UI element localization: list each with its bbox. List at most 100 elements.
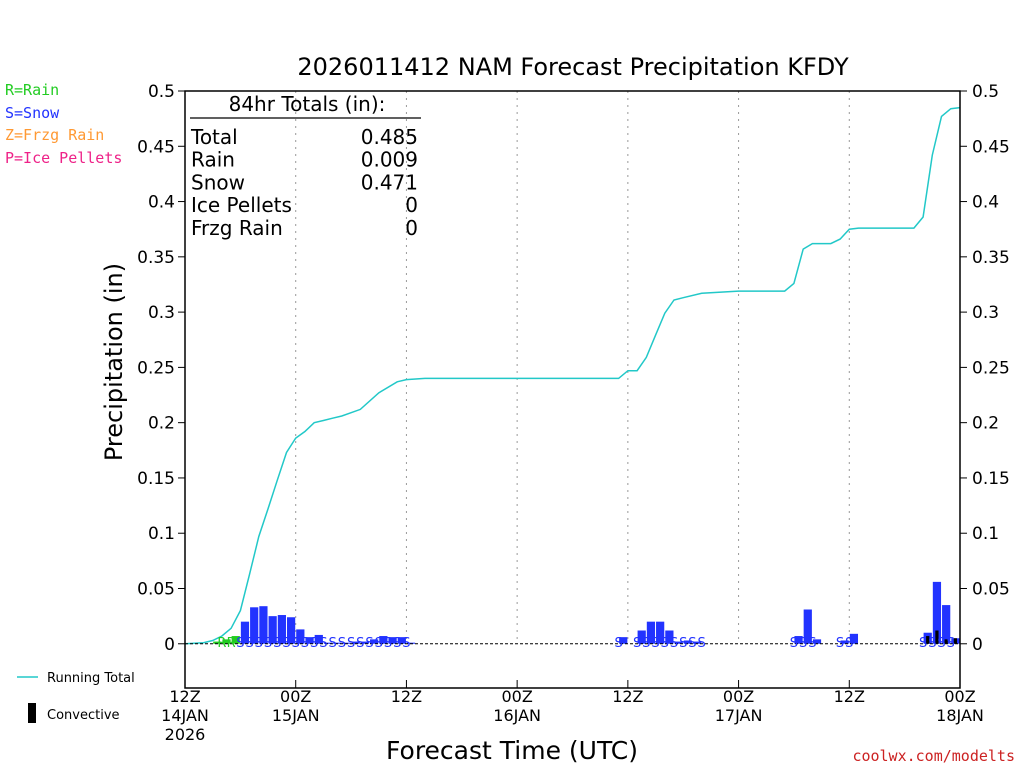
plot-frame — [184, 90, 961, 689]
convective-bar — [926, 636, 930, 644]
convective-bar — [944, 639, 948, 644]
snow-ptype-label: S — [393, 636, 401, 651]
snow-ptype-label: S — [679, 636, 687, 651]
snow-ptype-label: S — [642, 636, 650, 651]
snow-ptype-label: S — [836, 636, 844, 651]
y-tick-label-left: 0.35 — [137, 248, 175, 268]
snow-bar — [388, 637, 397, 644]
totals-value: 0.485 — [361, 125, 418, 149]
snow-ptype-label: S — [937, 636, 945, 651]
totals-value: 0.009 — [361, 148, 418, 172]
snow-bar — [342, 642, 351, 644]
snow-ptype-label: S — [328, 636, 336, 651]
y-tick-label-left: 0.4 — [148, 193, 175, 213]
snow-bar — [840, 640, 849, 644]
snow-bar — [794, 636, 803, 644]
snow-ptype-label: S — [402, 636, 410, 651]
convective-bar — [953, 638, 957, 644]
totals-box: 84hr Totals (in): Total 0.485 Rain 0.009 Sno… — [190, 92, 421, 240]
y-tick-label-left: 0.45 — [137, 137, 175, 157]
y-tick-label-left: 0 — [164, 635, 175, 655]
snow-ptype-label: S — [670, 636, 678, 651]
totals-label: Rain — [191, 148, 235, 172]
totals-label: Frzg Rain — [191, 216, 283, 240]
y-tick-label-right: 0 — [972, 635, 983, 655]
snow-ptype-label: S — [347, 636, 355, 651]
totals-value: 0 — [405, 216, 418, 240]
axes: 0 00.05 0.050.1 0.10.15 0.150.2 0.20.25 0.250.… — [137, 82, 1010, 744]
snow-ptype-label: S — [688, 636, 696, 651]
snow-bar — [370, 639, 379, 644]
y-tick-label-left: 0.05 — [137, 580, 175, 600]
series-legend: Running Total Convective — [17, 671, 135, 723]
running-total-line — [184, 106, 961, 645]
snow-bar — [379, 636, 388, 644]
snow-bar — [692, 641, 702, 644]
y-axis-label: Precipitation (in) — [100, 263, 128, 461]
rain-ptype-label: R — [227, 636, 236, 651]
y-tick-label-right: 0.35 — [972, 248, 1010, 268]
snow-ptype-label: S — [273, 636, 281, 651]
legend-ice-pellets: P=Ice Pellets — [5, 149, 123, 167]
credit-text: coolwx.com/modelts — [852, 747, 1015, 765]
snow-ptype-label: S — [799, 636, 807, 651]
snow-ptype-label: S — [384, 636, 392, 651]
snow-ptype-label: S — [356, 636, 364, 651]
snow-bar — [277, 615, 286, 644]
y-tick-label-right: 0.45 — [972, 137, 1010, 157]
running-total-series — [184, 106, 961, 645]
snow-ptype-label: S — [301, 636, 309, 651]
snow-ptype-label: S — [928, 636, 936, 651]
totals-rows: Total 0.485 Rain 0.009 Snow 0.471 Ice Pellets 0… — [190, 125, 418, 240]
snow-bar — [646, 621, 656, 644]
x-axis-label: Forecast Time (UTC) — [386, 736, 638, 765]
y-tick-label-left: 0.15 — [137, 469, 175, 489]
snow-bar — [406, 642, 416, 644]
legend-rain: R=Rain — [5, 81, 60, 99]
snow-bar — [286, 617, 296, 644]
snow-bar — [333, 642, 342, 644]
snow-bar — [323, 642, 333, 644]
snow-bar — [259, 606, 268, 644]
y-tick-label-left: 0.1 — [148, 524, 175, 544]
y-tick-label-right: 0.15 — [972, 469, 1010, 489]
x-tick-label: 16JAN — [493, 706, 541, 725]
convective-legend-label: Convective — [47, 708, 120, 723]
snow-ptype-label: S — [264, 636, 272, 651]
snow-bar — [803, 609, 812, 644]
y-tick-label-right: 0.2 — [972, 414, 999, 434]
precip-bars — [213, 581, 960, 644]
snow-ptype-label: S — [310, 636, 318, 651]
snow-ptype-label: S — [661, 636, 669, 651]
legend-snow: S=Snow — [5, 104, 60, 122]
y-tick-label-left: 0.25 — [137, 358, 175, 378]
snow-ptype-label: S — [365, 636, 373, 651]
snow-ptype-label: S — [651, 636, 659, 651]
snow-ptype-label: S — [790, 636, 798, 651]
snow-bar — [250, 607, 259, 644]
snow-bar — [314, 634, 323, 644]
legend-frzg-rain: Z=Frzg Rain — [5, 126, 105, 144]
totals-label: Total — [190, 125, 238, 149]
totals-value: 0 — [405, 193, 418, 217]
x-tick-label: 15JAN — [272, 706, 320, 725]
y-tick-label-right: 0.4 — [972, 193, 999, 213]
snow-ptype-label: S — [633, 636, 641, 651]
y-tick-label-right: 0.5 — [972, 82, 999, 102]
y-tick-label-right: 0.1 — [972, 524, 999, 544]
snow-bar — [812, 639, 822, 644]
snow-ptype-label: S — [947, 636, 955, 651]
snow-ptype-label: S — [282, 636, 290, 651]
y-tick-label-left: 0.5 — [148, 82, 175, 102]
running-total-legend-label: Running Total — [47, 671, 135, 686]
snow-ptype-label: S — [808, 636, 816, 651]
convective-legend-swatch — [28, 703, 36, 723]
x-tick-label: 00Z — [280, 687, 311, 706]
x-tick-label: 12Z — [391, 687, 422, 706]
x-tick-label: 18JAN — [936, 706, 984, 725]
snow-bar — [360, 641, 370, 644]
snow-ptype-label: S — [236, 636, 244, 651]
snow-bar — [849, 633, 859, 644]
